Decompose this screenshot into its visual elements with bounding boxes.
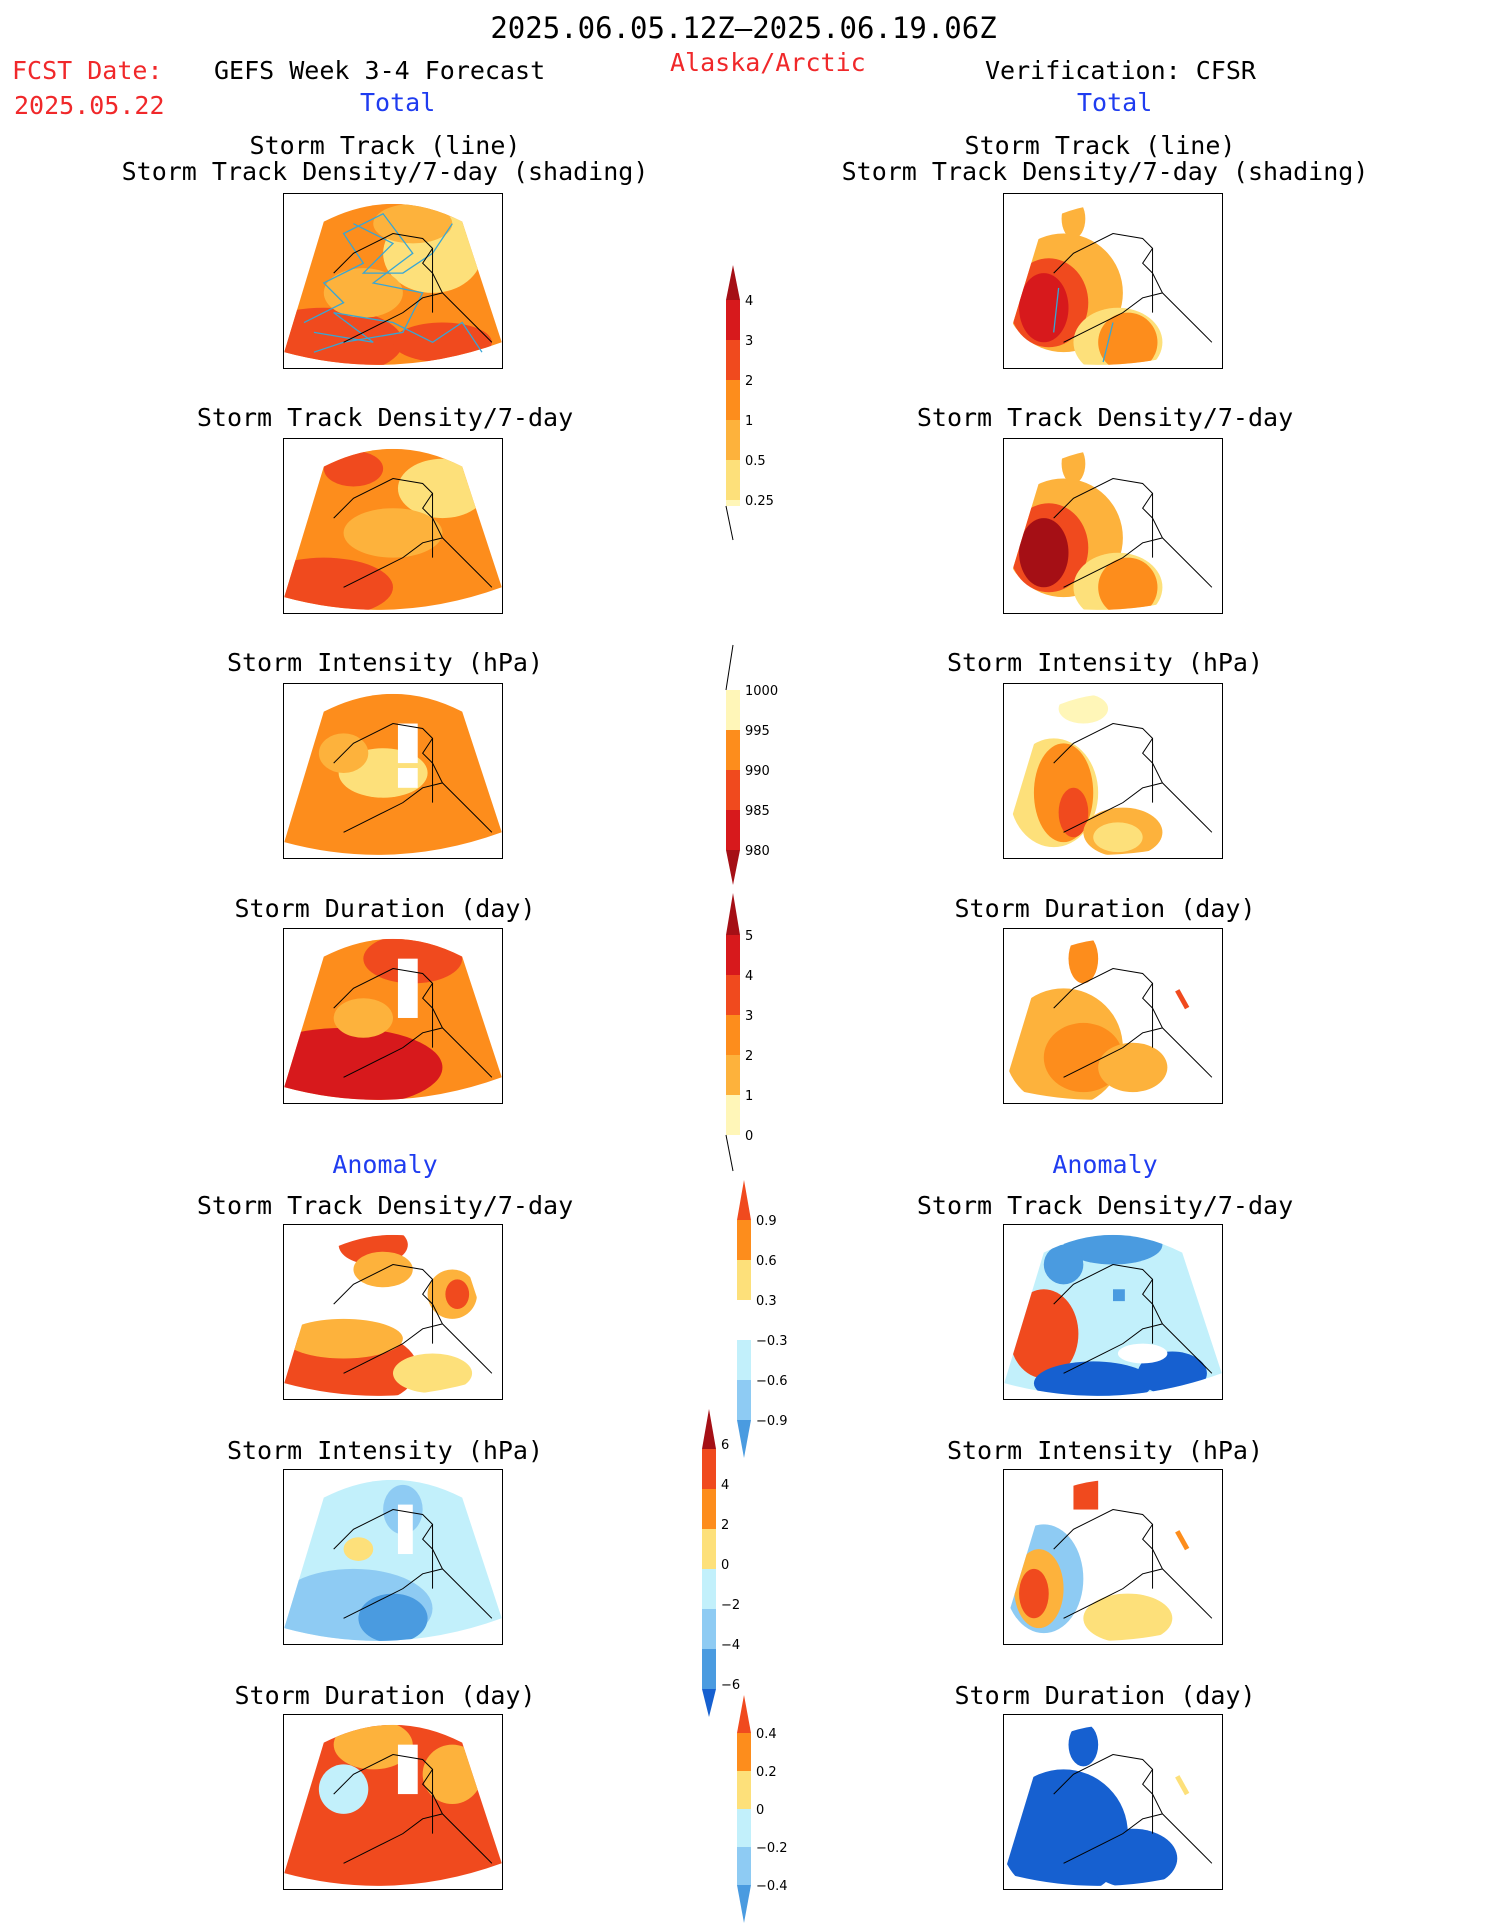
right-column-title: Verification: CFSR (985, 56, 1256, 85)
title-track-line-left: Storm Track (line) (249, 131, 521, 160)
map-density-anomaly-verification (1003, 1224, 1223, 1400)
title-density-anom-right: Storm Track Density/7-day (916, 1191, 1294, 1220)
cb-density-total-label: 0.5 (745, 454, 766, 469)
title-duration-anom-right: Storm Duration (day) (954, 1681, 1256, 1710)
anomaly-label-left: Anomaly (332, 1150, 438, 1179)
cb-duration-anom-label: 0.4 (756, 1727, 777, 1742)
colorbar-duration-total: 5 4 3 2 1 0 (725, 893, 805, 1177)
alaska-map-icon (284, 203, 502, 365)
cb-intensity-anom-label: −6 (721, 1678, 740, 1693)
cb-density-anom-label: 0.9 (756, 1214, 777, 1229)
cb-intensity-anom-label: −4 (721, 1638, 740, 1653)
alaska-map-icon (1004, 1479, 1222, 1641)
cb-density-anom-label: 0.6 (756, 1254, 777, 1269)
cb-intensity-total-label: 1000 (745, 684, 778, 699)
fcst-date-value: 2025.05.22 (14, 91, 165, 120)
cb-duration-total-label: 2 (745, 1049, 753, 1064)
title-track-shading-right: Storm Track Density/7-day (shading) (841, 157, 1369, 186)
cb-density-anom-label: −0.9 (756, 1414, 788, 1429)
cb-density-anom-label: −0.3 (756, 1334, 788, 1349)
title-duration-anom-left: Storm Duration (day) (234, 1681, 536, 1710)
left-column-title: GEFS Week 3-4 Forecast (214, 56, 546, 85)
alaska-map-icon (284, 938, 502, 1100)
total-label-left: Total (360, 88, 436, 117)
colorbar-density-total: 4 3 2 1 0.5 0.25 (725, 265, 805, 549)
cb-duration-total-label: 1 (745, 1089, 753, 1104)
alaska-map-icon (284, 693, 502, 855)
title-intensity-anom-right: Storm Intensity (hPa) (946, 1436, 1264, 1465)
alaska-map-icon (284, 1234, 502, 1396)
map-track-total-forecast (283, 193, 503, 369)
cb-duration-anom-label: 0 (756, 1803, 764, 1818)
cb-duration-total-label: 3 (745, 1009, 753, 1024)
cb-density-anom-label: −0.6 (756, 1374, 788, 1389)
alaska-map-icon (1004, 203, 1222, 365)
title-track-line-right: Storm Track (line) (964, 131, 1236, 160)
alaska-map-icon (1004, 938, 1222, 1100)
fcst-date-label: FCST Date: (12, 56, 163, 85)
map-duration-total-forecast (283, 928, 503, 1104)
title-duration-left: Storm Duration (day) (234, 894, 536, 923)
cb-intensity-total-label: 990 (745, 764, 770, 779)
cb-intensity-anom-label: −2 (721, 1598, 740, 1613)
alaska-map-icon (1004, 448, 1222, 610)
cb-duration-anom-label: −0.2 (756, 1841, 788, 1856)
alaska-map-icon (1004, 1724, 1222, 1886)
cb-density-total-label: 2 (745, 374, 753, 389)
map-track-total-verification (1003, 193, 1223, 369)
date-range-title: 2025.06.05.12Z–2025.06.19.06Z (490, 11, 997, 45)
cb-density-total-label: 0.25 (745, 494, 774, 509)
cb-density-total-label: 4 (745, 294, 753, 309)
cb-intensity-anom-label: 0 (721, 1558, 729, 1573)
cb-intensity-total-label: 980 (745, 844, 770, 859)
title-track-shading-left: Storm Track Density/7-day (shading) (121, 157, 649, 186)
alaska-map-icon (284, 448, 502, 610)
cb-intensity-anom-label: 6 (721, 1438, 729, 1453)
cb-intensity-total-label: 985 (745, 804, 770, 819)
map-duration-anomaly-verification (1003, 1714, 1223, 1890)
map-intensity-anomaly-forecast (283, 1469, 503, 1645)
map-duration-total-verification (1003, 928, 1223, 1104)
cb-duration-total-label: 5 (745, 929, 753, 944)
cb-intensity-total-label: 995 (745, 724, 770, 739)
title-duration-right: Storm Duration (day) (954, 894, 1256, 923)
anomaly-label-right: Anomaly (1052, 1150, 1158, 1179)
map-intensity-anomaly-verification (1003, 1469, 1223, 1645)
cb-intensity-anom-label: 2 (721, 1518, 729, 1533)
cb-density-anom-label: 0.3 (756, 1294, 777, 1309)
map-density-total-forecast (283, 438, 503, 614)
cb-intensity-anom-label: 4 (721, 1478, 729, 1493)
colorbar-intensity-anomaly: 6 4 2 0 −2 −4 −6 (701, 1409, 781, 1723)
map-intensity-total-forecast (283, 683, 503, 859)
title-density-anom-left: Storm Track Density/7-day (196, 1191, 574, 1220)
title-density-right: Storm Track Density/7-day (916, 403, 1294, 432)
cb-density-total-label: 3 (745, 334, 753, 349)
cb-duration-anom-label: −0.4 (756, 1879, 788, 1894)
colorbar-density-anomaly: 0.9 0.6 0.3 −0.3 −0.6 −0.9 (736, 1180, 816, 1464)
total-label-right: Total (1077, 88, 1153, 117)
title-density-left: Storm Track Density/7-day (196, 403, 574, 432)
cb-density-total-label: 1 (745, 414, 753, 429)
map-density-anomaly-forecast (283, 1224, 503, 1400)
colorbar-intensity-total: 1000 995 990 985 980 (725, 644, 805, 889)
map-density-total-verification (1003, 438, 1223, 614)
cb-duration-total-label: 4 (745, 969, 753, 984)
title-intensity-right: Storm Intensity (hPa) (946, 648, 1264, 677)
region-title: Alaska/Arctic (670, 48, 866, 77)
map-intensity-total-verification (1003, 683, 1223, 859)
map-duration-anomaly-forecast (283, 1714, 503, 1890)
alaska-map-icon (1004, 693, 1222, 855)
alaska-map-icon (1004, 1234, 1222, 1396)
title-intensity-anom-left: Storm Intensity (hPa) (226, 1436, 544, 1465)
alaska-map-icon (284, 1724, 502, 1886)
colorbar-duration-anomaly: 0.4 0.2 0 −0.2 −0.4 (736, 1695, 816, 1929)
title-intensity-left: Storm Intensity (hPa) (226, 648, 544, 677)
alaska-map-icon (284, 1479, 502, 1641)
cb-duration-anom-label: 0.2 (756, 1765, 777, 1780)
cb-duration-total-label: 0 (745, 1129, 753, 1144)
